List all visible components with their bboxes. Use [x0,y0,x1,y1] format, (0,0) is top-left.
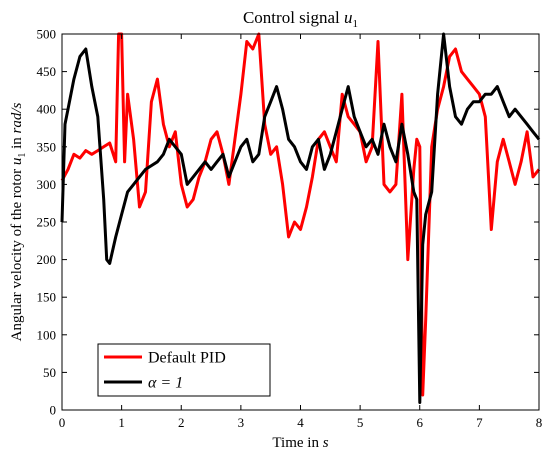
y-tick-label: 250 [37,215,57,230]
legend: Default PID α = 1 [97,343,271,397]
y-tick-label: 100 [37,327,57,342]
x-tick-label: 4 [297,415,304,430]
series-layer [60,32,541,404]
y-tick-label: 500 [37,27,57,42]
x-tick-label: 8 [536,415,543,430]
y-tick-label: 150 [37,290,57,305]
legend-label-default-pid: Default PID [148,350,226,367]
y-tick-label: 350 [37,139,57,154]
chart-title: Control signal u1 [243,8,358,30]
x-tick-label: 6 [417,415,424,430]
y-tick-label: 0 [50,403,57,418]
series-line-default-pid [60,32,541,397]
ticks-layer: 0 1 2 3 4 5 6 7 8 0 50 100 150 200 250 300 350 400 450 500 [37,27,543,431]
legend-label-alpha-1: α = 1 [148,375,183,392]
y-tick-label: 450 [37,64,57,79]
y-tick-label: 200 [37,252,57,267]
legend-box [97,343,271,397]
y-tick-label: 400 [37,102,57,117]
y-tick-label: 300 [37,177,57,192]
x-tick-label: 0 [59,415,66,430]
x-tick-label: 7 [476,415,483,430]
x-tick-label: 2 [178,415,185,430]
y-axis-label: Angular velocity of the rotor u1 in rad/… [9,102,28,341]
x-tick-label: 5 [357,415,364,430]
x-tick-label: 3 [238,415,245,430]
y-tick-label: 50 [43,365,56,380]
x-axis-label: Time in s [272,435,328,451]
series-line-alpha-1 [60,32,541,404]
x-tick-label: 1 [118,415,125,430]
